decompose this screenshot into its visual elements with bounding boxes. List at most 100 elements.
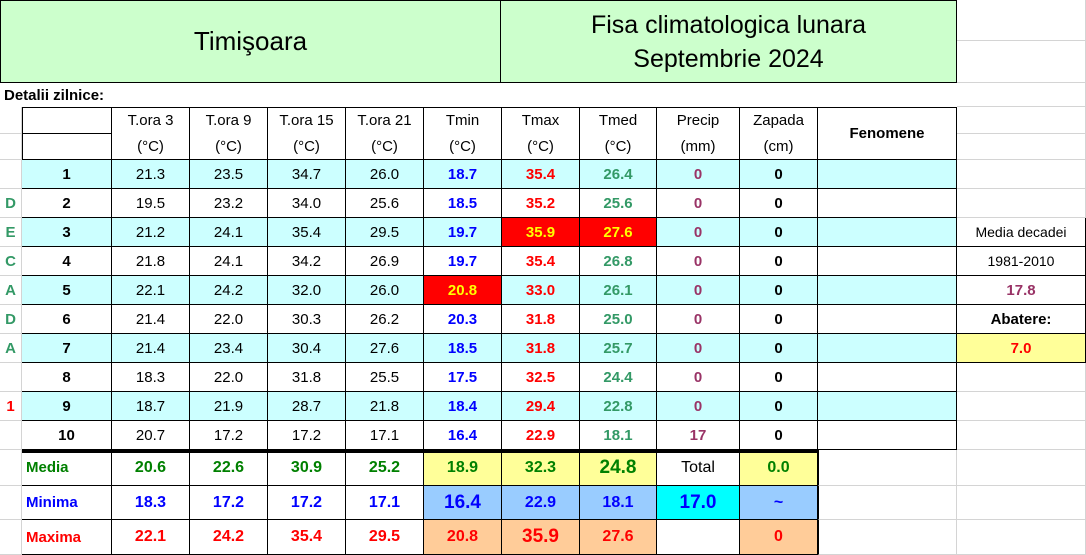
value-cell: 29.4 <box>502 392 580 421</box>
empty-cell <box>0 486 22 520</box>
value-cell: 22.0 <box>190 305 268 334</box>
value-cell: 0 <box>740 218 818 247</box>
title-line: Fisa climatologica lunara <box>590 10 867 39</box>
summary-cell: 17.2 <box>268 486 346 520</box>
summary-cell: 27.6 <box>580 520 657 555</box>
column-header: Fenomene <box>818 107 957 160</box>
value-cell: 0 <box>657 247 740 276</box>
empty-cell <box>957 107 1086 134</box>
side-cell: 17.8 <box>957 276 1086 305</box>
summary-cell: 30.9 <box>268 450 346 486</box>
value-cell: 0 <box>740 247 818 276</box>
value-cell: 18.7 <box>424 160 502 189</box>
column-header: T.ora 15 <box>268 107 346 134</box>
side-cell: 7.0 <box>957 334 1086 363</box>
value-cell: 17.5 <box>424 363 502 392</box>
value-cell: 0 <box>740 334 818 363</box>
value-cell: 0 <box>657 305 740 334</box>
summary-cell: 20.8 <box>424 520 502 555</box>
value-cell: 21.4 <box>112 334 190 363</box>
value-cell: 19.7 <box>424 247 502 276</box>
column-unit: (°C) <box>190 134 268 160</box>
summary-cell: Total <box>657 450 740 486</box>
empty-cell <box>957 520 1086 555</box>
value-cell: 0 <box>740 276 818 305</box>
phenomena-cell <box>818 276 957 305</box>
value-cell: 0 <box>740 305 818 334</box>
value-cell: 27.6 <box>346 334 424 363</box>
summary-cell: 18.1 <box>580 486 657 520</box>
column-header: Precip <box>657 107 740 134</box>
decade-mark: A <box>0 276 22 305</box>
value-cell: 26.8 <box>580 247 657 276</box>
decade-mark: D <box>0 189 22 218</box>
value-cell: 33.0 <box>502 276 580 305</box>
decade-mark: E <box>0 218 22 247</box>
value-cell: 20.7 <box>112 421 190 450</box>
value-cell: 17.2 <box>268 421 346 450</box>
empty-cell <box>957 160 1086 189</box>
header-cell <box>22 107 112 134</box>
value-cell: 18.3 <box>112 363 190 392</box>
empty-cell <box>957 363 1086 392</box>
value-cell: 21.8 <box>346 392 424 421</box>
summary-label: Maxima <box>22 520 112 555</box>
value-cell: 18.5 <box>424 334 502 363</box>
column-unit: (mm) <box>657 134 740 160</box>
day-number: 4 <box>22 247 112 276</box>
value-cell: 22.0 <box>190 363 268 392</box>
value-cell: 22.1 <box>112 276 190 305</box>
summary-cell: 18.9 <box>424 450 502 486</box>
value-cell: 0 <box>657 363 740 392</box>
value-cell: 23.2 <box>190 189 268 218</box>
value-cell: 35.4 <box>268 218 346 247</box>
empty-cell <box>957 421 1086 450</box>
phenomena-cell <box>818 334 957 363</box>
value-cell: 21.3 <box>112 160 190 189</box>
value-cell: 26.0 <box>346 276 424 305</box>
decade-mark: D <box>0 305 22 334</box>
value-cell: 0 <box>740 392 818 421</box>
day-number: 8 <box>22 363 112 392</box>
summary-cell: 29.5 <box>346 520 424 555</box>
summary-cell: 16.4 <box>424 486 502 520</box>
empty-cell <box>0 450 22 486</box>
decade-mark: A <box>0 334 22 363</box>
summary-cell: 22.1 <box>112 520 190 555</box>
value-cell: 19.7 <box>424 218 502 247</box>
day-number: 6 <box>22 305 112 334</box>
summary-cell: 17.1 <box>346 486 424 520</box>
value-cell: 0 <box>657 189 740 218</box>
phenomena-cell <box>818 305 957 334</box>
empty-cell <box>818 486 957 520</box>
empty-cell <box>957 486 1086 520</box>
value-cell: 24.2 <box>190 276 268 305</box>
column-unit: (cm) <box>740 134 818 160</box>
column-header: Zapada <box>740 107 818 134</box>
value-cell: 21.2 <box>112 218 190 247</box>
value-cell: 23.4 <box>190 334 268 363</box>
summary-cell: 25.2 <box>346 450 424 486</box>
value-cell: 34.0 <box>268 189 346 218</box>
side-cell: Media decadei <box>957 218 1086 247</box>
value-cell: 25.5 <box>346 363 424 392</box>
value-cell: 25.6 <box>580 189 657 218</box>
phenomena-cell <box>818 421 957 450</box>
summary-cell: 35.4 <box>268 520 346 555</box>
day-number: 10 <box>22 421 112 450</box>
empty-cell <box>957 189 1086 218</box>
value-cell: 32.5 <box>502 363 580 392</box>
value-cell: 30.3 <box>268 305 346 334</box>
value-cell: 25.7 <box>580 334 657 363</box>
empty-cell <box>0 107 22 134</box>
value-cell: 19.5 <box>112 189 190 218</box>
section-label: Detalii zilnice: <box>4 86 105 104</box>
city-title: Timişoara <box>0 0 501 83</box>
empty-cell <box>818 450 957 486</box>
summary-cell: 22.9 <box>502 486 580 520</box>
header-cell <box>22 134 112 160</box>
decade-mark <box>0 160 22 189</box>
value-cell: 0 <box>657 392 740 421</box>
summary-cell: 0.0 <box>740 450 818 486</box>
value-cell: 0 <box>740 421 818 450</box>
